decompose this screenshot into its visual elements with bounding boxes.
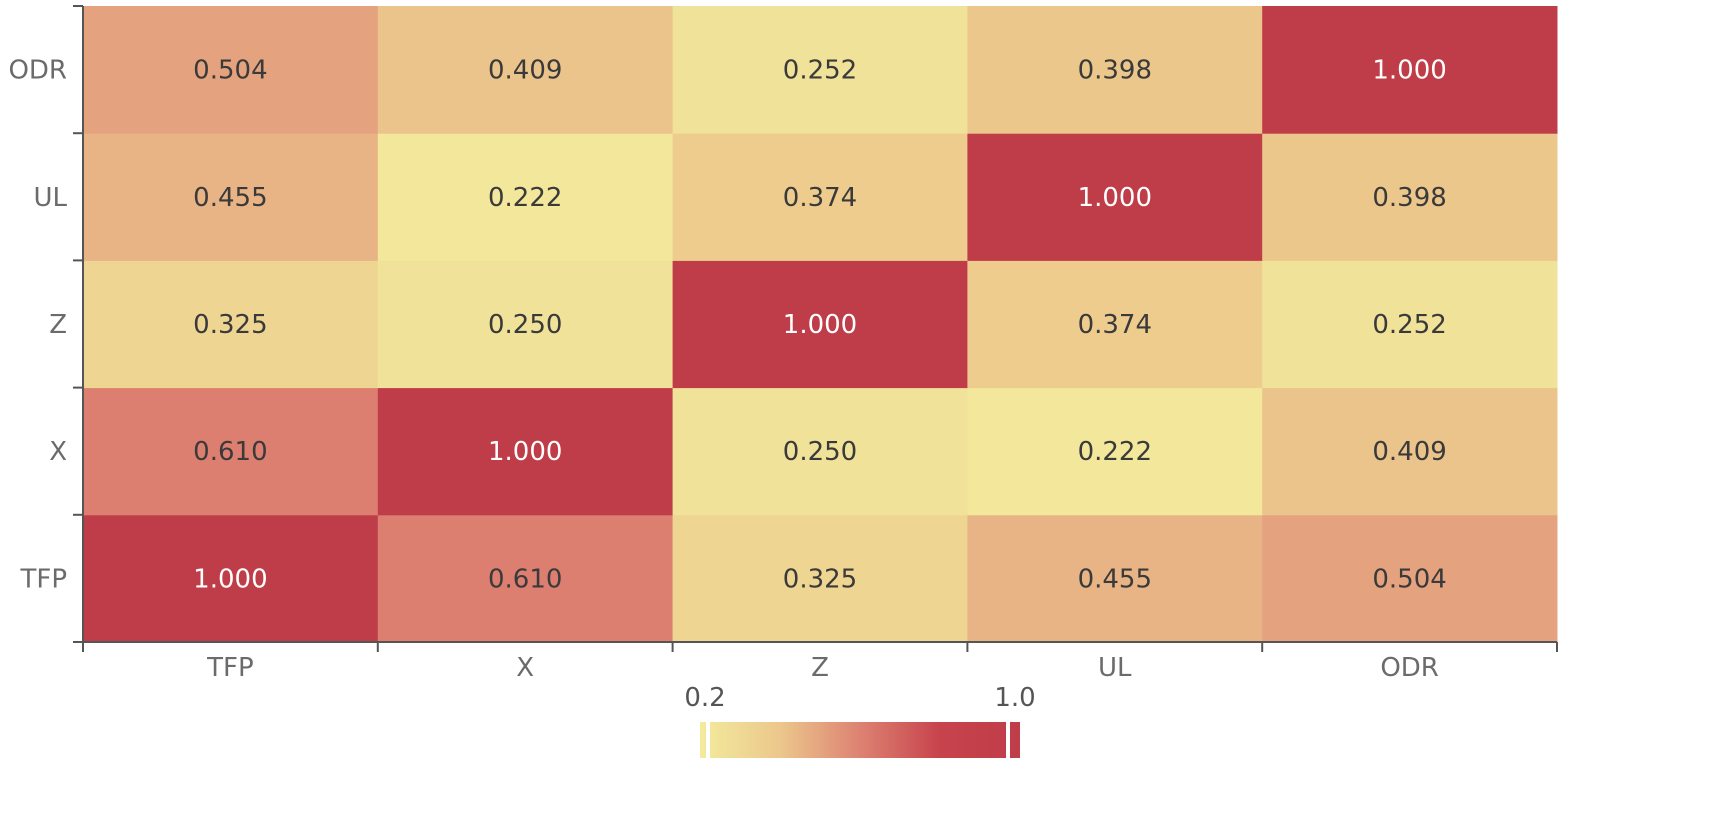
heatmap-cell-label: 1.000 xyxy=(193,564,267,594)
heatmap-cell-z-odr[interactable] xyxy=(1262,260,1558,389)
heatmap-cell-odr-odr[interactable] xyxy=(1262,6,1558,134)
heatmap-cell-odr-z[interactable] xyxy=(672,6,968,134)
heatmap-cell-z-tfp[interactable] xyxy=(83,260,379,389)
heatmap-cell-tfp-tfp[interactable] xyxy=(83,514,379,643)
x-tick-label: TFP xyxy=(206,653,254,683)
heatmap-cell-odr-tfp[interactable] xyxy=(83,6,379,134)
heatmap-cell-label: 0.325 xyxy=(783,564,857,594)
visual-map-min-label: 0.2 xyxy=(684,683,725,713)
heatmap-cell-z-x[interactable] xyxy=(377,260,674,389)
heatmap-cell-label: 0.374 xyxy=(783,183,857,213)
heatmap-cell-odr-ul[interactable] xyxy=(967,6,1263,134)
heatmap-cell-label: 0.222 xyxy=(1078,437,1152,467)
heatmap-cell-label: 0.409 xyxy=(1372,437,1446,467)
heatmap-cell-label: 0.398 xyxy=(1078,56,1152,86)
heatmap-cell-label: 0.252 xyxy=(783,56,857,86)
heatmap-cell-label: 0.325 xyxy=(193,310,267,340)
y-tick-label: X xyxy=(49,437,67,467)
heatmap-cell-x-ul[interactable] xyxy=(967,387,1263,516)
heatmap-cell-x-odr[interactable] xyxy=(1262,387,1558,516)
visual-map-min-handle[interactable] xyxy=(706,722,710,758)
heatmap-cell-label: 0.374 xyxy=(1078,310,1152,340)
heatmap-cell-tfp-odr[interactable] xyxy=(1262,514,1558,643)
heatmap-cell-tfp-z[interactable] xyxy=(672,514,968,643)
y-tick-label: UL xyxy=(33,183,67,213)
heatmap-cells: 1.000 0.610 0.325 0.455 0.504 0.610 1.000 0.250… xyxy=(83,6,1558,643)
heatmap-cell-x-tfp[interactable] xyxy=(83,387,379,516)
visual-map-max-handle[interactable] xyxy=(1006,722,1010,758)
heatmap-axes: TFP X Z UL ODR TFP X Z UL ODR xyxy=(8,5,1558,683)
visual-map-scale[interactable]: 0.2 1.0 xyxy=(684,683,1036,758)
heatmap-cell-ul-z[interactable] xyxy=(672,133,968,261)
heatmap-cell-ul-tfp[interactable] xyxy=(83,133,379,261)
heatmap-cell-label: 0.409 xyxy=(488,56,562,86)
heatmap-cell-ul-ul[interactable] xyxy=(967,133,1263,261)
y-tick-label: Z xyxy=(49,310,67,340)
heatmap-cell-ul-x[interactable] xyxy=(377,133,674,261)
x-tick-label: X xyxy=(516,653,534,683)
heatmap-cell-ul-odr[interactable] xyxy=(1262,133,1558,261)
y-tick-label: TFP xyxy=(19,564,67,594)
heatmap-cell-label: 0.252 xyxy=(1372,310,1446,340)
heatmap-cell-label: 0.610 xyxy=(488,564,562,594)
x-tick-label: Z xyxy=(811,653,829,683)
heatmap-cell-label: 1.000 xyxy=(783,310,857,340)
heatmap-cell-odr-x[interactable] xyxy=(377,6,674,134)
heatmap-cell-label: 0.504 xyxy=(1372,564,1446,594)
heatmap-cell-label: 1.000 xyxy=(1372,56,1446,86)
heatmap-cell-label: 0.398 xyxy=(1372,183,1446,213)
heatmap-cell-z-ul[interactable] xyxy=(967,260,1263,389)
visual-map-bar xyxy=(700,722,1020,758)
y-tick-label: ODR xyxy=(8,56,67,86)
heatmap-cell-x-x[interactable] xyxy=(377,387,674,516)
heatmap-cell-x-z[interactable] xyxy=(672,387,968,516)
x-tick-label: ODR xyxy=(1380,653,1439,683)
heatmap-cell-label: 0.250 xyxy=(488,310,562,340)
heatmap-cell-label: 0.250 xyxy=(783,437,857,467)
heatmap-cell-tfp-x[interactable] xyxy=(377,514,674,643)
visual-map-max-label: 1.0 xyxy=(994,683,1035,713)
heatmap-cell-label: 1.000 xyxy=(488,437,562,467)
heatmap-cell-label: 0.455 xyxy=(193,183,267,213)
heatmap-cell-label: 0.455 xyxy=(1078,564,1152,594)
heatmap-cell-z-z[interactable] xyxy=(672,260,968,389)
heatmap-cell-label: 1.000 xyxy=(1078,183,1152,213)
heatmap-cell-tfp-ul[interactable] xyxy=(967,514,1263,643)
heatmap-cell-label: 0.222 xyxy=(488,183,562,213)
heatmap-cell-label: 0.504 xyxy=(193,56,267,86)
heatmap-cell-label: 0.610 xyxy=(193,437,267,467)
x-tick-label: UL xyxy=(1098,653,1132,683)
